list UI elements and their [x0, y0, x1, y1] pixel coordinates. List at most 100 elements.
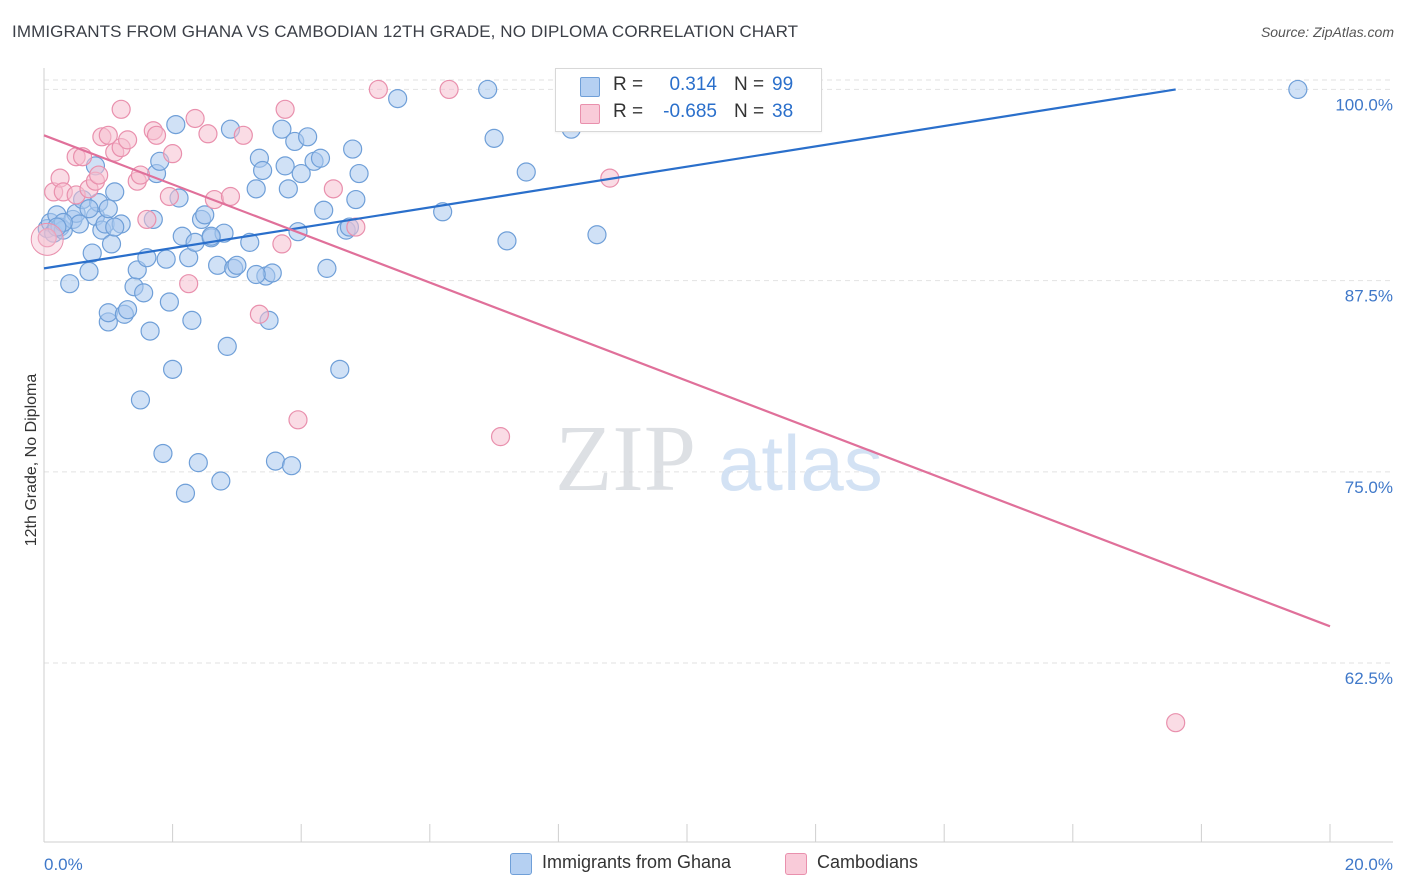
y-tick-label: 62.5% — [1345, 669, 1393, 688]
ghana-point — [195, 205, 215, 225]
cambodians-legend-label: Cambodians — [817, 852, 919, 872]
ghana-point — [134, 283, 154, 303]
cambodian-point — [272, 234, 292, 254]
cambodian-point — [288, 410, 308, 430]
ghana-point — [182, 310, 202, 330]
cambodian-point — [439, 79, 459, 100]
trend-lines — [43, 88, 1331, 628]
cambodian-point — [117, 130, 138, 150]
ghana-point — [349, 163, 369, 184]
ghana-point — [314, 200, 334, 220]
cambodian-point — [323, 179, 343, 199]
cambodian-point — [179, 274, 199, 294]
y-tick-label: 87.5% — [1345, 287, 1393, 306]
cambodian-trend-line — [43, 134, 1331, 628]
cambodian-point — [490, 427, 511, 447]
ghana-point — [227, 255, 247, 275]
y-axis-label: 12th Grade, No Diploma — [23, 374, 40, 547]
ghana-point — [343, 139, 363, 159]
ghana-point — [101, 234, 122, 254]
cambodian-point — [137, 209, 157, 230]
y-tick-label: 100.0% — [1335, 95, 1393, 114]
ghana-point — [330, 359, 350, 379]
ghana-point — [217, 336, 237, 356]
chart-title: IMMIGRANTS FROM GHANA VS CAMBODIAN 12TH … — [12, 22, 799, 41]
r-label: R = — [613, 101, 644, 122]
ghana-point — [159, 292, 179, 312]
ghana-point — [82, 243, 102, 263]
ghana-point — [317, 258, 337, 278]
ghana-point — [105, 217, 125, 237]
x-tick-label: 20.0% — [1345, 855, 1393, 874]
ghana-point — [275, 156, 295, 176]
cambodians-n-value: 38 — [772, 101, 794, 122]
tick-labels: 62.5% 75.0% 87.5% 100.0% 0.0% 20.0% — [44, 95, 1393, 874]
ghana-swatch — [580, 77, 600, 97]
ghana-point — [388, 88, 408, 109]
cambodian-point — [275, 99, 295, 119]
ghana-point — [265, 451, 286, 471]
cambodian-point — [111, 99, 131, 119]
cambodian-point — [37, 228, 57, 248]
ghana-point — [163, 359, 183, 379]
ghana-point — [278, 179, 298, 199]
ghana-point — [587, 225, 607, 245]
ghana-point — [60, 274, 80, 294]
cambodian-point — [1166, 713, 1186, 733]
r-label: R = — [613, 74, 644, 95]
cambodian-point — [30, 222, 64, 256]
ghana-point — [1288, 79, 1308, 100]
source-label: Source: ZipAtlas.com — [1260, 24, 1394, 40]
ghana-point — [478, 79, 498, 100]
ghana-point — [153, 443, 173, 464]
ghana-point — [188, 453, 208, 473]
cambodian-point — [249, 304, 270, 324]
ghana-point — [262, 263, 282, 283]
ghana-point — [246, 264, 266, 285]
ghana-point — [272, 119, 292, 139]
ghana-legend-swatch — [510, 853, 532, 875]
n-label: N = — [734, 101, 765, 122]
gridlines — [44, 79, 1394, 664]
cambodians-legend-swatch — [785, 853, 807, 875]
ghana-point — [433, 202, 453, 222]
cambodian-point — [98, 125, 118, 145]
cambodian-point — [163, 144, 183, 164]
ghana-point — [98, 199, 118, 219]
ghana-point — [246, 179, 266, 199]
ghana-point — [240, 232, 260, 252]
ghana-point — [79, 199, 99, 219]
data-points — [30, 79, 1308, 733]
ghana-point — [484, 128, 504, 148]
cambodians-swatch — [580, 104, 600, 124]
ghana-point — [310, 148, 331, 168]
ghana-trend-line — [43, 88, 1176, 270]
ghana-point — [211, 471, 231, 491]
ghana-point — [298, 127, 318, 147]
x-tick-label: 0.0% — [44, 855, 83, 874]
cambodian-point — [159, 186, 179, 207]
ghana-point — [117, 300, 138, 320]
watermark-atlas: atlas — [718, 419, 883, 507]
ghana-point — [156, 249, 176, 269]
ghana-point — [140, 321, 160, 341]
ghana-point — [516, 162, 536, 182]
ghana-point — [208, 255, 228, 275]
cambodians-r-value: -0.685 — [663, 101, 717, 122]
ghana-point — [175, 483, 196, 503]
stats-row-cambodians: R = -0.685 N = 38 — [556, 100, 821, 126]
ghana-point — [281, 456, 302, 476]
n-label: N = — [734, 74, 765, 95]
ghana-point — [291, 163, 311, 184]
stats-row-ghana: R = 0.314 N = 99 — [556, 73, 821, 99]
ghana-n-value: 99 — [772, 74, 794, 95]
ghana-point — [253, 160, 273, 181]
ghana-point — [130, 390, 151, 410]
stats-legend: R = 0.314 N = 99 R = -0.685 N = 38 — [555, 68, 822, 132]
cambodian-point — [185, 108, 205, 129]
axes — [43, 68, 1393, 843]
ghana-point — [105, 182, 125, 202]
cambodian-point — [146, 125, 167, 145]
cambodian-point — [233, 125, 253, 145]
